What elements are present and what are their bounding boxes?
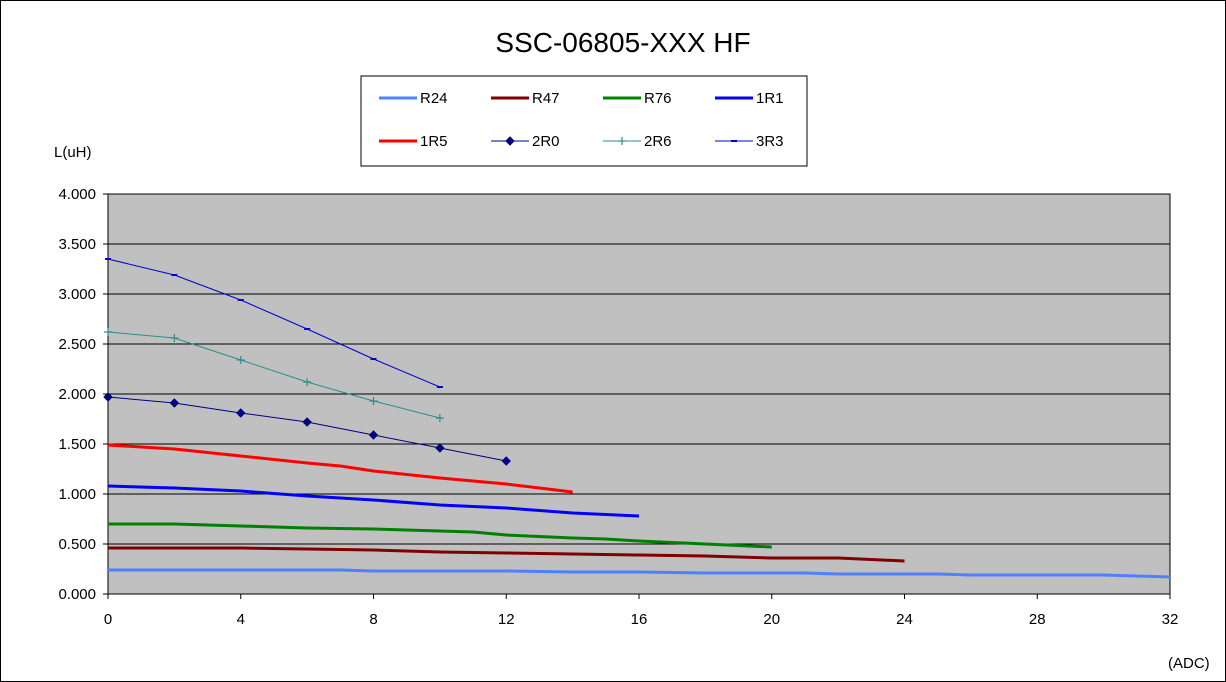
data-point bbox=[103, 392, 113, 402]
series-3R3 bbox=[105, 258, 443, 388]
x-tick-label: 20 bbox=[763, 611, 780, 628]
legend-marker bbox=[505, 136, 515, 146]
series-2R0 bbox=[103, 392, 511, 466]
x-tick-label: 16 bbox=[631, 611, 648, 628]
data-point bbox=[369, 397, 378, 405]
legend: R24 R47 R76 1R1 1R5 2R0 2R6 3R3 bbox=[379, 90, 784, 150]
x-tick-label: 0 bbox=[104, 611, 112, 628]
series-line-1R5 bbox=[107, 443, 573, 494]
legend-item-R47: R47 bbox=[491, 90, 560, 107]
y-tick-label: 3.500 bbox=[58, 236, 96, 253]
legend-box bbox=[360, 75, 808, 167]
series-line-2R6 bbox=[107, 331, 440, 419]
series-R47 bbox=[108, 546, 905, 563]
series-line-R76 bbox=[108, 522, 772, 549]
y-tick-label: 2.500 bbox=[58, 336, 96, 353]
x-tick-label: 28 bbox=[1029, 611, 1046, 628]
data-point bbox=[435, 443, 445, 453]
series-R76 bbox=[108, 522, 772, 549]
y-tick-label: 4.000 bbox=[58, 186, 96, 203]
series-1R1 bbox=[107, 484, 640, 518]
data-point bbox=[170, 334, 179, 342]
legend-item-2R6: 2R6 bbox=[603, 133, 672, 150]
data-point bbox=[368, 430, 379, 440]
legend-item-1R1: 1R1 bbox=[715, 90, 784, 107]
legend-label: 3R3 bbox=[756, 133, 784, 150]
data-point bbox=[169, 398, 180, 408]
y-tick-label: 1.000 bbox=[58, 486, 96, 503]
x-tick-label: 12 bbox=[498, 611, 515, 628]
data-point bbox=[303, 378, 312, 386]
legend-label: 1R1 bbox=[756, 90, 784, 107]
y-tick-label: 0.500 bbox=[58, 536, 96, 553]
series-1R5 bbox=[107, 443, 573, 494]
y-axis-label: L(uH) bbox=[54, 144, 92, 161]
legend-item-3R3: 3R3 bbox=[715, 133, 784, 150]
legend-label: 1R5 bbox=[420, 133, 448, 150]
series-line-3R3 bbox=[107, 258, 441, 388]
x-tick-label: 8 bbox=[369, 611, 377, 628]
y-tick-label: 2.000 bbox=[58, 386, 96, 403]
legend-item-R76: R76 bbox=[603, 90, 672, 107]
x-axis-label: (ADC) bbox=[1168, 655, 1210, 672]
data-point bbox=[104, 328, 112, 336]
y-tick-label: 3.000 bbox=[58, 286, 96, 303]
series-line-R24 bbox=[108, 568, 1171, 579]
series-line-1R1 bbox=[107, 484, 640, 518]
legend-marker bbox=[618, 137, 626, 145]
series-line-R47 bbox=[108, 546, 905, 563]
legend-item-2R0: 2R0 bbox=[491, 133, 560, 150]
legend-label: R24 bbox=[420, 90, 448, 107]
legend-label: R76 bbox=[644, 90, 672, 107]
legend-label: 2R0 bbox=[532, 133, 560, 150]
data-point bbox=[236, 356, 245, 364]
series-R24 bbox=[108, 568, 1171, 579]
data-point bbox=[236, 408, 246, 418]
series-2R6 bbox=[104, 328, 444, 422]
data-point bbox=[501, 456, 511, 466]
data-point bbox=[302, 417, 312, 427]
axes: 0.000 0.500 1.000 1.500 2.000 2.500 3.000 3.500… bbox=[58, 186, 1178, 628]
legend-item-1R5: 1R5 bbox=[379, 133, 448, 150]
chart-title: SSC-06805-XXX HF bbox=[495, 27, 750, 58]
y-tick-label: 1.500 bbox=[58, 436, 96, 453]
series-layer bbox=[103, 258, 1171, 579]
x-tick-label: 4 bbox=[237, 611, 245, 628]
legend-item-R24: R24 bbox=[379, 90, 448, 107]
x-tick-label: 24 bbox=[896, 611, 913, 628]
legend-label: 2R6 bbox=[644, 133, 672, 150]
y-tick-label: 0.000 bbox=[58, 586, 96, 603]
legend-label: R47 bbox=[532, 90, 560, 107]
data-point bbox=[435, 414, 444, 422]
x-tick-label: 32 bbox=[1162, 611, 1179, 628]
